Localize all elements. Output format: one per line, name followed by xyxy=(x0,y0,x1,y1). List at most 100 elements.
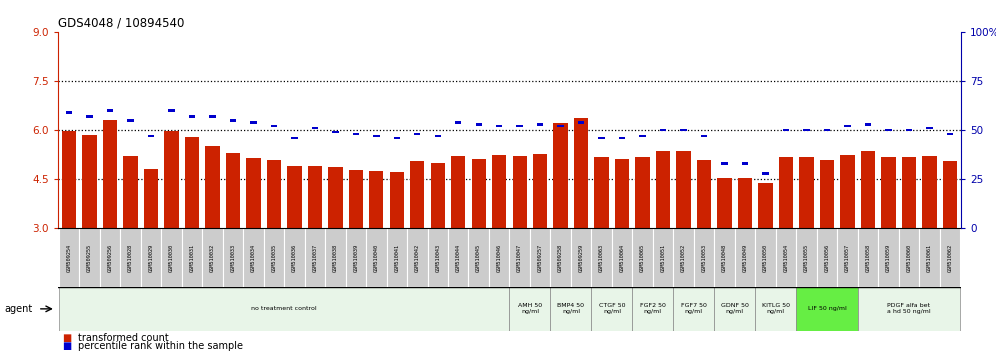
Bar xyxy=(164,131,178,228)
Bar xyxy=(578,121,585,124)
Text: GSM510038: GSM510038 xyxy=(333,244,338,272)
Bar xyxy=(612,228,632,287)
Bar xyxy=(328,167,343,228)
Bar xyxy=(223,228,243,287)
Text: GSM510042: GSM510042 xyxy=(414,244,419,272)
Bar xyxy=(143,170,158,228)
Text: GSM509257: GSM509257 xyxy=(538,244,543,272)
Text: GSM510065: GSM510065 xyxy=(640,244,645,272)
Bar xyxy=(922,156,936,228)
Bar xyxy=(838,228,858,287)
Text: GSM510053: GSM510053 xyxy=(701,244,706,272)
Text: GSM510031: GSM510031 xyxy=(189,244,194,272)
Bar xyxy=(492,155,506,228)
Bar xyxy=(510,287,551,331)
Bar xyxy=(264,228,284,287)
Bar xyxy=(448,228,468,287)
Bar xyxy=(209,115,216,118)
Text: agent: agent xyxy=(4,304,32,314)
Bar xyxy=(881,157,895,228)
Bar xyxy=(758,183,773,228)
Bar xyxy=(161,228,181,287)
Text: GSM510045: GSM510045 xyxy=(476,244,481,272)
Text: GSM510048: GSM510048 xyxy=(722,244,727,272)
Bar xyxy=(305,228,325,287)
Text: GSM510034: GSM510034 xyxy=(251,244,256,272)
Bar xyxy=(100,228,121,287)
Bar xyxy=(226,153,240,228)
Bar xyxy=(714,228,735,287)
Text: GSM510054: GSM510054 xyxy=(784,244,789,272)
Bar xyxy=(858,228,878,287)
Bar xyxy=(551,228,571,287)
Bar xyxy=(451,156,465,228)
Text: GSM510033: GSM510033 xyxy=(230,244,235,272)
Text: GSM510047: GSM510047 xyxy=(517,244,522,272)
Bar xyxy=(779,157,793,228)
Bar xyxy=(230,119,236,121)
Bar xyxy=(59,287,510,331)
Text: GSM509258: GSM509258 xyxy=(558,244,563,272)
Text: GDS4048 / 10894540: GDS4048 / 10894540 xyxy=(58,16,184,29)
Bar xyxy=(140,228,161,287)
Bar xyxy=(246,158,261,228)
Bar xyxy=(676,152,691,228)
Bar xyxy=(107,109,114,112)
Text: AMH 50
ng/ml: AMH 50 ng/ml xyxy=(518,303,542,314)
Bar xyxy=(62,131,77,228)
Text: GSM510029: GSM510029 xyxy=(148,244,153,272)
Bar xyxy=(800,157,814,228)
Bar xyxy=(717,178,732,228)
Bar xyxy=(796,287,858,331)
Bar xyxy=(530,228,551,287)
Text: GSM510044: GSM510044 xyxy=(456,244,461,272)
Text: GSM510046: GSM510046 xyxy=(497,244,502,272)
Text: percentile rank within the sample: percentile rank within the sample xyxy=(78,341,243,351)
Bar xyxy=(615,159,629,228)
Bar xyxy=(841,155,855,228)
Text: ■: ■ xyxy=(62,333,71,343)
Bar xyxy=(346,228,367,287)
Text: BMP4 50
ng/ml: BMP4 50 ng/ml xyxy=(558,303,585,314)
Bar xyxy=(619,137,625,139)
Bar xyxy=(697,160,711,228)
Text: GSM510050: GSM510050 xyxy=(763,244,768,272)
Bar xyxy=(250,121,257,124)
Text: GSM510039: GSM510039 xyxy=(354,244,359,272)
Bar xyxy=(652,228,673,287)
Bar xyxy=(496,125,502,127)
Bar xyxy=(121,228,140,287)
Text: transformed count: transformed count xyxy=(78,333,168,343)
Bar xyxy=(168,109,174,112)
Bar xyxy=(599,137,605,139)
Bar xyxy=(680,129,687,131)
Bar xyxy=(513,156,527,228)
Text: KITLG 50
ng/ml: KITLG 50 ng/ml xyxy=(762,303,790,314)
Bar xyxy=(845,125,851,127)
Text: GSM510051: GSM510051 xyxy=(660,244,665,272)
Bar xyxy=(783,129,789,131)
Bar xyxy=(574,118,589,228)
Text: GSM510064: GSM510064 xyxy=(620,244,624,272)
Bar xyxy=(742,162,748,165)
Bar xyxy=(858,287,960,331)
Bar xyxy=(755,287,796,331)
Bar xyxy=(714,287,755,331)
Text: GSM510030: GSM510030 xyxy=(169,244,174,272)
Bar xyxy=(694,228,714,287)
Text: GSM510043: GSM510043 xyxy=(435,244,440,272)
Bar xyxy=(592,287,632,331)
Bar xyxy=(776,228,796,287)
Bar xyxy=(755,228,776,287)
Bar xyxy=(919,228,939,287)
Bar xyxy=(181,228,202,287)
Bar xyxy=(885,129,891,131)
Bar xyxy=(370,171,383,228)
Bar xyxy=(205,147,219,228)
Text: GSM510057: GSM510057 xyxy=(845,244,850,272)
Text: GSM510063: GSM510063 xyxy=(600,244,605,272)
Bar xyxy=(434,135,441,137)
Text: GSM510056: GSM510056 xyxy=(825,244,830,272)
Bar xyxy=(389,172,404,228)
Text: GSM510040: GSM510040 xyxy=(374,244,378,272)
